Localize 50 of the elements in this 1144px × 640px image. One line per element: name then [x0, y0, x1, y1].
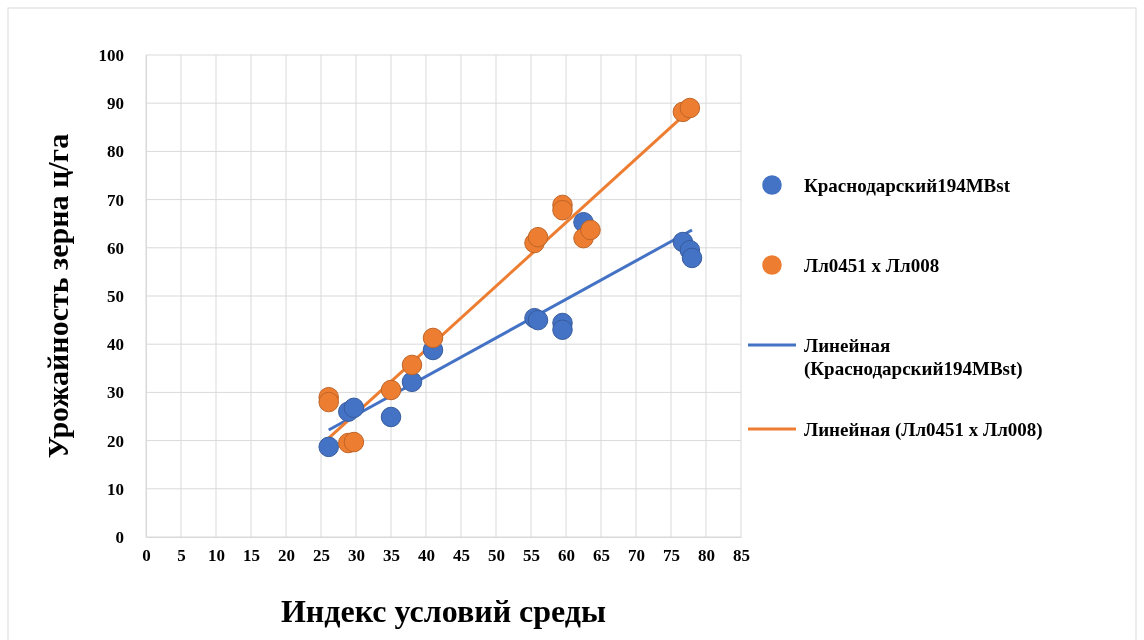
- y-tick-label: 40: [107, 335, 124, 355]
- x-axis-title: Индекс условий среды: [280, 593, 607, 629]
- point: [580, 219, 601, 241]
- point: [422, 327, 444, 349]
- x-tick-label: 85: [733, 546, 750, 566]
- y-tick-label: 10: [107, 479, 124, 499]
- x-tick-label: 30: [348, 546, 365, 566]
- legend-label: Краснодарский194MBst: [804, 175, 1011, 196]
- y-tick-label: 70: [107, 190, 124, 210]
- x-tick-label: 80: [698, 546, 715, 566]
- x-tick-label: 45: [453, 546, 470, 566]
- point: [552, 199, 573, 221]
- y-tick-label: 90: [107, 94, 124, 114]
- point: [679, 97, 701, 119]
- point: [343, 431, 365, 453]
- x-tick-label: 0: [142, 546, 151, 566]
- x-tick-label: 50: [488, 546, 505, 566]
- x-tick-label: 65: [593, 546, 610, 566]
- point: [380, 406, 402, 428]
- y-tick-label: 80: [107, 142, 124, 162]
- y-tick-label: 0: [115, 527, 124, 547]
- y-tick-label: 30: [107, 383, 124, 403]
- x-tick-label: 40: [418, 546, 435, 566]
- x-tick-label: 25: [313, 546, 330, 566]
- point: [681, 247, 703, 269]
- x-tick-label: 55: [523, 546, 540, 566]
- x-tick-label: 60: [558, 546, 575, 566]
- x-tick-label: 20: [278, 546, 295, 566]
- x-tick-label: 15: [243, 546, 260, 566]
- point: [527, 226, 549, 248]
- point: [318, 436, 339, 458]
- point: [552, 319, 573, 340]
- point: [380, 379, 402, 401]
- y-tick-label: 60: [107, 238, 124, 258]
- x-tick-label: 75: [663, 546, 680, 566]
- legend-label: Линейная (Краснодарский194MBst): [804, 335, 1023, 380]
- point: [401, 371, 423, 393]
- point: [343, 397, 365, 419]
- point: [318, 391, 339, 413]
- y-axis-title: Урожайность зерна ц/га: [41, 133, 74, 459]
- legend-label: Линейная (Лл0451 х Лл008): [804, 419, 1043, 441]
- x-tick-label: 70: [628, 546, 645, 566]
- y-tick-label: 100: [98, 45, 124, 65]
- point: [401, 354, 423, 376]
- legend-label: Лл0451 х Лл008: [804, 255, 940, 276]
- x-tick-label: 35: [383, 546, 400, 566]
- y-tick-label: 20: [107, 431, 124, 451]
- x-tick-label: 10: [208, 546, 225, 566]
- y-tick-label: 50: [107, 286, 124, 306]
- x-tick-label: 5: [177, 546, 186, 566]
